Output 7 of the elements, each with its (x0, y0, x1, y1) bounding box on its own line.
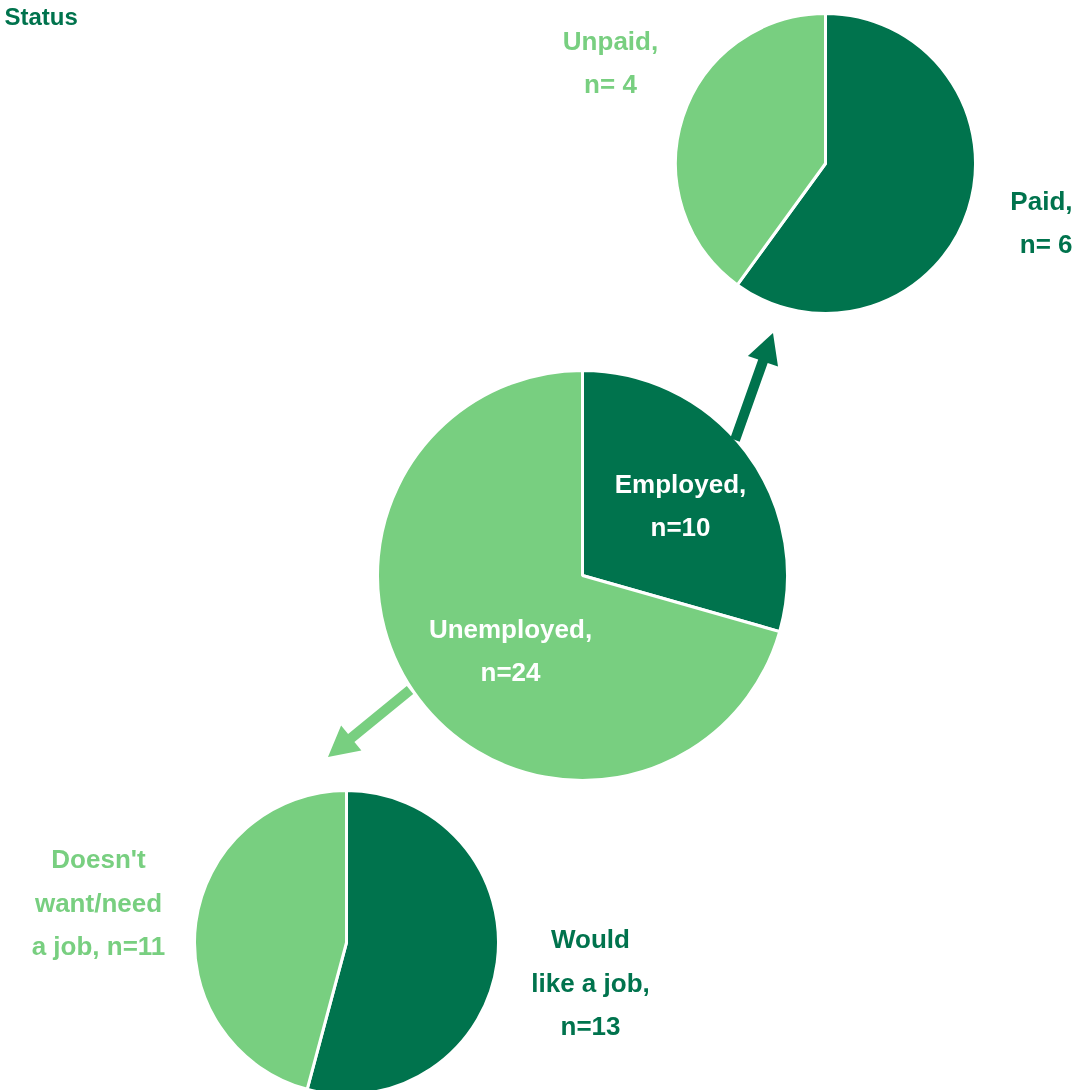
text: Status (4, 2, 78, 30)
slice-label: Doesn't want/need a job, n=11 (31, 844, 166, 961)
slice-label: Unpaid, n= 4 (562, 25, 659, 100)
slice-label: Paid, n= 6 (1010, 185, 1073, 260)
slice-label: Employed, n=10 (614, 468, 747, 543)
slice-label: Unemployed, n=24 (428, 613, 593, 688)
slice-label: Would like a job, n=13 (531, 924, 650, 1041)
